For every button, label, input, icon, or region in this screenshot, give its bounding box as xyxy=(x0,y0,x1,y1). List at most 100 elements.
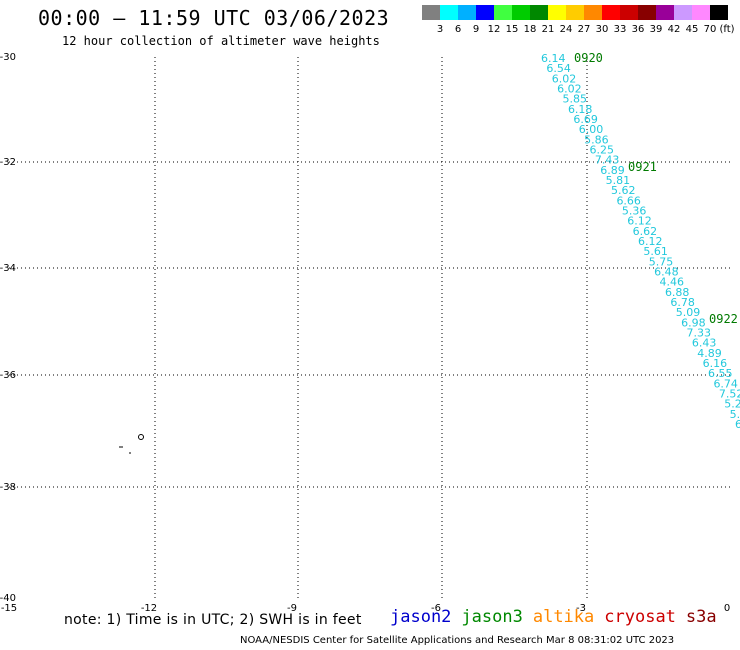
wave-height-label: 4.46 xyxy=(660,276,685,289)
wave-height-label: 5.81 xyxy=(606,174,631,187)
legend-label: 30 xyxy=(595,24,609,35)
legend-label: 18 xyxy=(523,24,537,35)
page-title: 00:00 – 11:59 UTC 03/06/2023 xyxy=(38,6,390,30)
legend-label: 45 xyxy=(685,24,699,35)
wave-height-label: 6.02 xyxy=(552,72,577,85)
wave-height-label: 6.55 xyxy=(708,367,733,380)
wave-height-label: 6.54 xyxy=(546,62,571,75)
wave-height-label: 6.98 xyxy=(681,316,706,329)
wave-height-label: 7.33 xyxy=(687,327,712,340)
legend-swatch xyxy=(512,5,530,20)
wave-height-label: 6.48 xyxy=(654,266,679,279)
lat-tick-label: -32 xyxy=(0,157,16,168)
wave-height-label: 6.78 xyxy=(670,296,695,309)
lat-tick-label: -34 xyxy=(0,263,16,274)
wave-height-label: 5.61 xyxy=(643,245,668,258)
legend-label: 15 xyxy=(505,24,519,35)
wave-height-label: 6.88 xyxy=(665,286,690,299)
legend-label: 70 xyxy=(703,24,717,35)
time-label: 0922 xyxy=(709,312,738,326)
wave-height-label: 6.16 xyxy=(703,357,728,370)
island-outline xyxy=(119,434,144,454)
legend-swatch xyxy=(584,5,602,20)
time-label: 0920 xyxy=(574,51,603,65)
wave-height-label: 6.74 xyxy=(713,377,738,390)
wave-height-label: 5.2 xyxy=(724,398,740,411)
satellite-name: cryosat xyxy=(604,607,676,627)
wave-height-label: 6.66 xyxy=(616,194,641,207)
legend-label: 12 xyxy=(487,24,501,35)
legend-swatch xyxy=(440,5,458,20)
footer-note: note: 1) Time is in UTC; 2) SWH is in fe… xyxy=(64,612,362,628)
legend-swatch xyxy=(458,5,476,20)
lat-tick-label: -38 xyxy=(0,482,16,493)
time-label: 0921 xyxy=(628,160,657,174)
wave-height-label: 5.36 xyxy=(622,205,647,218)
wave-height-label: 6.12 xyxy=(638,235,663,248)
wave-height-label: 6.18 xyxy=(568,103,593,116)
wave-height-label: 6.12 xyxy=(627,215,652,228)
wave-height-label: 6.02 xyxy=(557,83,582,96)
legend-swatch xyxy=(530,5,548,20)
lat-tick-label: -30 xyxy=(0,52,16,63)
lon-tick-label: 0 xyxy=(724,603,730,614)
legend-swatch xyxy=(422,5,440,20)
wave-height-label: 5.75 xyxy=(649,255,674,268)
legend-swatch xyxy=(548,5,566,20)
legend-label: 24 xyxy=(559,24,573,35)
wave-height-label: 7.52 xyxy=(719,388,740,401)
wave-height-label: 5.86 xyxy=(584,133,609,146)
map-grid xyxy=(9,57,733,598)
legend-unit: (ft) xyxy=(719,24,735,35)
lon-tick-label: -6 xyxy=(431,603,441,614)
legend-label: 21 xyxy=(541,24,555,35)
legend-swatch xyxy=(494,5,512,20)
lon-tick-label: -3 xyxy=(576,603,586,614)
lon-tick-label: -15 xyxy=(1,603,17,614)
wave-height-label: 5.85 xyxy=(563,93,588,106)
legend-swatch xyxy=(638,5,656,20)
legend-label: 6 xyxy=(454,24,462,35)
wave-height-label: 5.62 xyxy=(611,184,636,197)
lon-tick-label: -9 xyxy=(287,603,297,614)
legend-label: 27 xyxy=(577,24,591,35)
footer-credit: NOAA/NESDIS Center for Satellite Applica… xyxy=(240,635,675,646)
wave-height-label: 5. xyxy=(730,408,740,421)
satellite-name: jason2 xyxy=(390,607,452,627)
wave-height-label: 6.89 xyxy=(600,164,625,177)
wave-height-label: 6 xyxy=(735,418,740,431)
satellite-name: jason3 xyxy=(461,607,523,627)
wave-height-label: 6.62 xyxy=(633,225,658,238)
legend-swatch xyxy=(674,5,692,20)
legend-swatch xyxy=(692,5,710,20)
legend-swatch xyxy=(476,5,494,20)
legend-swatch xyxy=(566,5,584,20)
legend-swatch xyxy=(620,5,638,20)
satellite-legend: jason2 jason3 altika cryosat s3a xyxy=(390,607,727,627)
lon-tick-label: -12 xyxy=(141,603,157,614)
legend-swatch xyxy=(656,5,674,20)
legend-label: 36 xyxy=(631,24,645,35)
satellite-name: s3a xyxy=(685,607,717,627)
legend-label: 42 xyxy=(667,24,681,35)
legend-label: 9 xyxy=(472,24,480,35)
legend-swatch xyxy=(710,5,728,20)
legend-swatch xyxy=(602,5,620,20)
page-subtitle: 12 hour collection of altimeter wave hei… xyxy=(62,34,380,48)
wave-height-label: 6.43 xyxy=(692,337,717,350)
lat-tick-label: -40 xyxy=(0,593,16,604)
time-labels: 0920 0921 0922 xyxy=(574,51,738,326)
wave-height-label: 6.25 xyxy=(590,144,615,157)
wave-height-label: 7.43 xyxy=(595,154,620,167)
lat-tick-label: -36 xyxy=(0,370,16,381)
wave-height-label: 5.09 xyxy=(676,306,701,319)
wave-height-label: 6.14 xyxy=(541,52,566,65)
satellite-track: 6.146.546.026.025.856.186.696.005.866.25… xyxy=(541,52,740,431)
satellite-name: altika xyxy=(532,607,595,627)
legend-label: 3 xyxy=(436,24,444,35)
legend-label: 33 xyxy=(613,24,627,35)
wave-height-label: 6.00 xyxy=(579,123,604,136)
axis-labels: -30-32-34-36-38-40-15 -12 -9 -6 -3 0 xyxy=(0,52,730,614)
wave-height-label: 6.69 xyxy=(573,113,598,126)
